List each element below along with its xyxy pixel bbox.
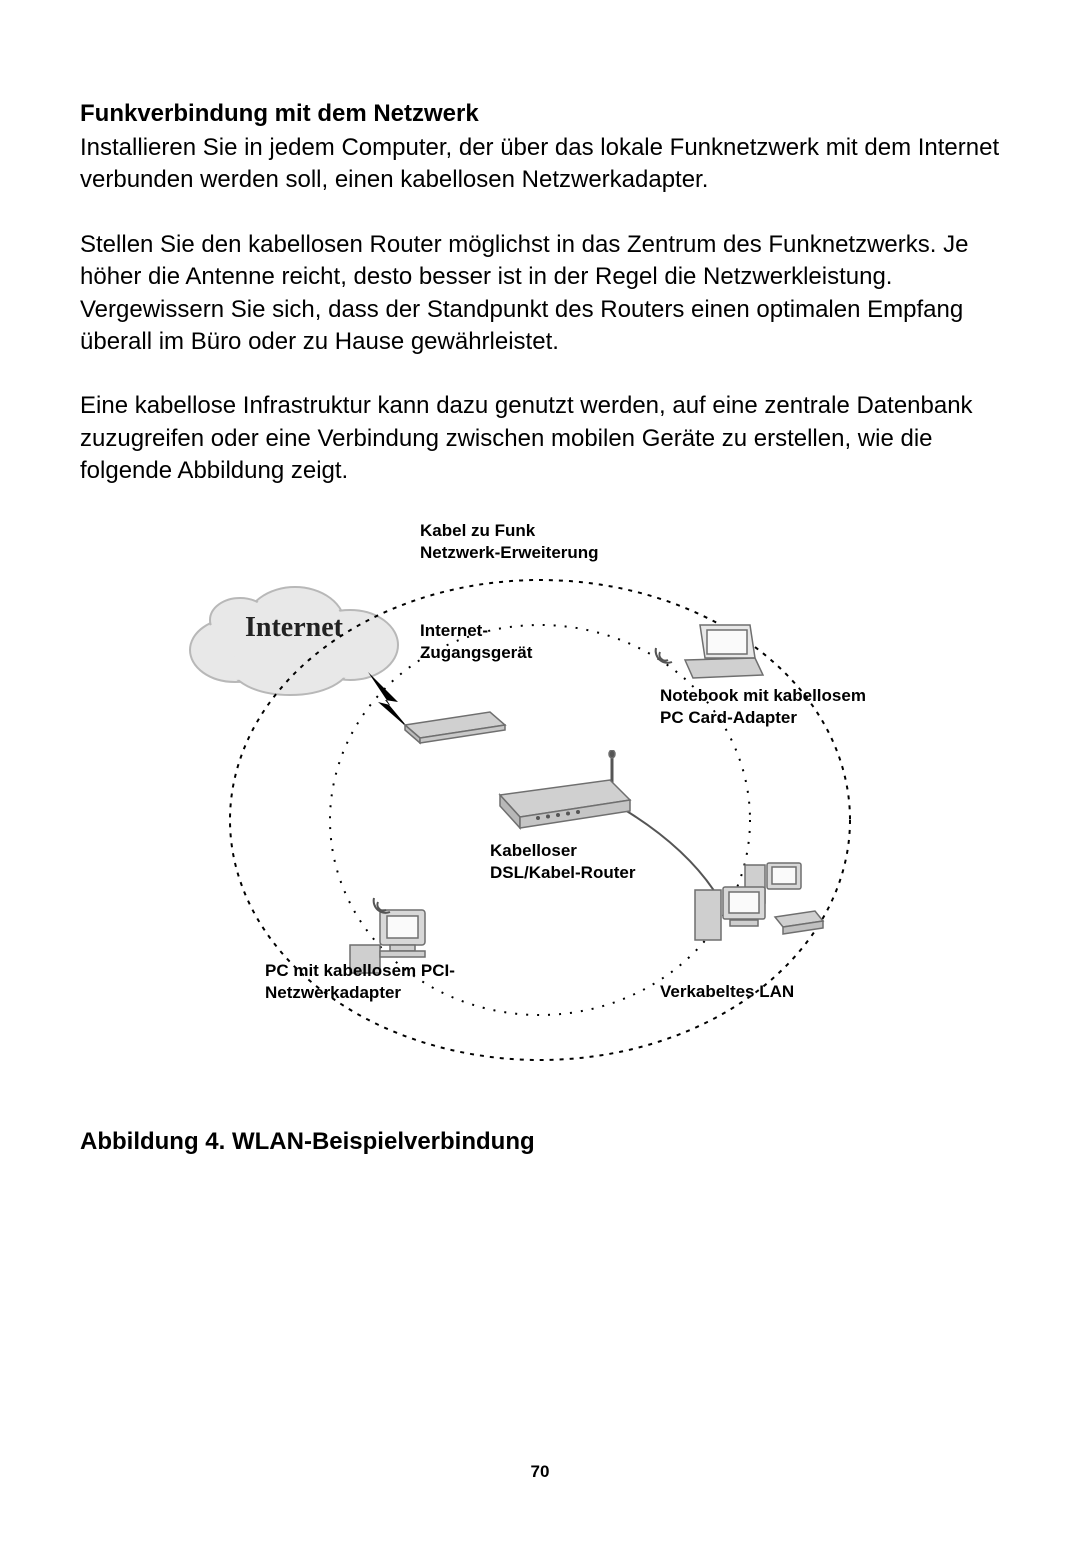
diagram-label-lan: Verkabeltes LAN (660, 981, 794, 1004)
wireless-router-icon (490, 750, 640, 835)
paragraph-1: Installieren Sie in jedem Computer, der … (80, 132, 1000, 197)
wifi-waves-laptop-icon (648, 638, 678, 668)
page-number: 70 (0, 1462, 1080, 1482)
figure-caption: Abbildung 4. WLAN-Beispielverbindung (80, 1128, 1000, 1156)
diagram-label-notebook: Notebook mit kabellosem PC Card-Adapter (660, 685, 866, 731)
paragraph-2: Stellen Sie den kabellosen Router möglic… (80, 229, 1000, 359)
laptop-icon (675, 620, 765, 685)
diagram-label-top: Kabel zu Funk Netzwerk-Erweiterung (420, 520, 599, 566)
wired-lan-icon (675, 855, 835, 955)
paragraph-3: Eine kabellose Infrastruktur kann dazu g… (80, 390, 1000, 487)
wlan-diagram: Internet (130, 520, 950, 1080)
diagram-label-router: Kabelloser DSL/Kabel-Router (490, 840, 635, 886)
diagram-label-access: Internet- Zugangsgerät (420, 620, 532, 666)
wifi-waves-pc-icon (368, 890, 398, 916)
document-page: Funkverbindung mit dem Netzwerk Installi… (0, 0, 1080, 1542)
section-heading: Funkverbindung mit dem Netzwerk (80, 100, 1000, 128)
access-device-icon (400, 700, 510, 745)
diagram-label-pc: PC mit kabellosem PCI- Netzwerkadapter (265, 960, 455, 1006)
